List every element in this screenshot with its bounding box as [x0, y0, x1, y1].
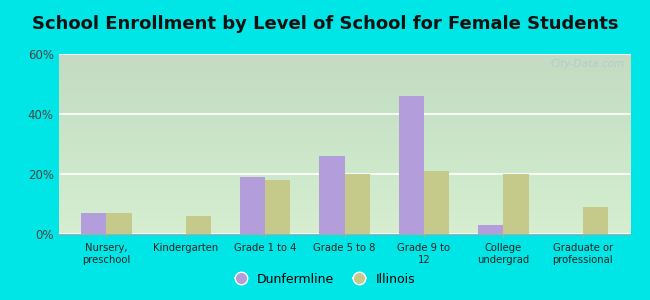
Bar — [265, 180, 291, 234]
Bar — [583, 207, 608, 234]
Bar — [344, 174, 370, 234]
Bar — [424, 171, 449, 234]
Bar — [106, 213, 131, 234]
Text: City-Data.com: City-Data.com — [551, 59, 625, 69]
Bar — [478, 225, 503, 234]
Bar — [186, 216, 211, 234]
Bar — [503, 174, 529, 234]
Bar — [240, 177, 265, 234]
Bar — [81, 213, 106, 234]
Bar — [398, 96, 424, 234]
Bar — [319, 156, 344, 234]
Text: School Enrollment by Level of School for Female Students: School Enrollment by Level of School for… — [32, 15, 618, 33]
Legend: Dunfermline, Illinois: Dunfermline, Illinois — [229, 268, 421, 291]
